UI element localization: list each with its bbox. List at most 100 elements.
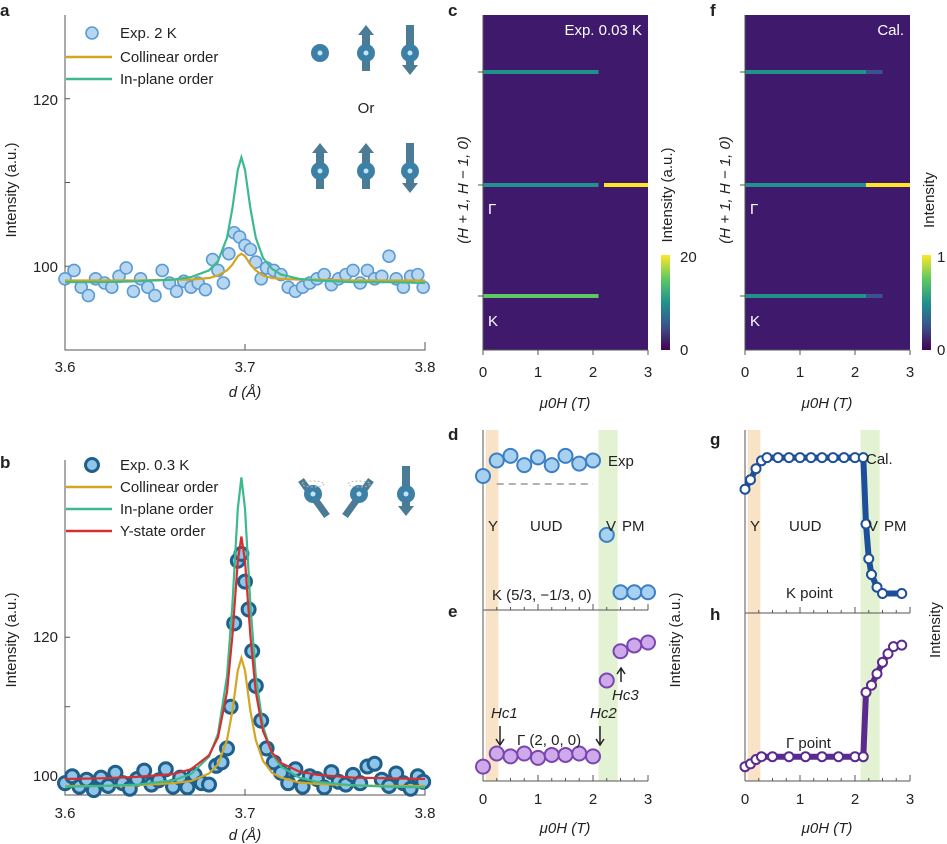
a-spin-1-atom-highlight [317,50,323,56]
a-legend-marker [85,26,99,40]
h-y-phase-band [747,613,761,781]
e-data-point [530,749,546,766]
d-annotation: K (5/3, −1/3, 0) [492,587,592,604]
b-xtick-3.6: 3.6 [55,805,76,822]
c-streak [483,294,599,298]
d-data-point [530,449,546,466]
d-phase-y: Y [488,518,498,535]
f-title: Cal. [877,22,904,39]
c-streak [604,183,648,187]
a-spin-2-arrow-head [358,25,374,35]
a-legend-exp: Exp. 2 K [120,25,177,42]
d-data-point [640,584,656,601]
h-data-point [882,648,894,660]
h-data-point [860,686,872,698]
b-data-point [402,780,419,797]
d-ylabel: Intensity (a.u.) [667,592,684,687]
c-heatmap-bg [483,15,648,350]
e-annotation: Γ (2, 0, 0) [517,732,581,749]
f-xtick-label: 2 [851,364,859,381]
a-data-point [243,242,258,257]
a-data-point [222,246,236,261]
b-data-point [157,761,174,778]
a-ytick-100: 100 [33,259,58,276]
f-streak [866,294,883,298]
b-spin-1-atom-highlight [310,491,316,497]
h-data-point [896,639,908,651]
c-colorbar-label: Intensity (a.u.) [659,147,676,242]
panel-letter-d: d [448,425,458,444]
g-phase-uud: UUD [789,518,822,535]
e-data-point [585,748,601,765]
c-xtick-label: 2 [589,364,597,381]
f-colorbar-label: Intensity [921,172,938,228]
c-colorbar [661,255,670,350]
e-xtick-label: 0 [479,791,487,808]
panel-letter-g: g [710,430,720,449]
a-inset-or: Or [358,100,375,117]
f-ylabel: (H + 1, H − 1, 0) [717,136,734,244]
e-data-point [598,672,615,689]
b-ytick-120: 120 [33,629,58,646]
e-xtick-label: 1 [534,791,542,808]
d-v-phase-band [598,430,618,610]
h-annotation: Γ point [786,735,832,752]
a-data-point [148,288,162,303]
c-streak [483,183,599,187]
a-spin-6-atom-highlight [407,168,413,174]
c-title: Exp. 0.03 K [564,22,642,39]
e-xtick-label: 2 [589,791,597,808]
panel-letter-c: c [448,1,457,20]
a-legend-collinear: Collinear order [120,49,218,66]
h-data-point [833,751,844,763]
c-k-label: K [488,313,498,330]
a-data-point [198,282,213,297]
d-phase-v: V [606,518,616,535]
a-spin-6-arrow-head [402,183,418,193]
d-phase-uud: UUD [530,518,563,535]
a-xtick-3.8: 3.8 [415,359,436,376]
f-colorbar [922,255,931,350]
g-data-point [783,452,795,464]
e-data-point [475,758,491,775]
f-colorbar-max: 1 [937,249,945,266]
h-data-point [816,751,828,763]
b-ytick-100: 100 [33,768,58,785]
f-streak [745,183,866,187]
d-data-point [598,526,615,543]
d-data-point [585,452,601,469]
f-k-label: K [750,313,760,330]
g-data-point [866,569,877,581]
b-xtick-3.7: 3.7 [235,805,256,822]
a-data-point [346,263,360,278]
c-colorbar-min: 0 [680,342,688,359]
f-colorbar-min: 0 [937,342,945,359]
b-rotation-icon [301,480,325,488]
f-streak [745,294,866,298]
panel-letter-a: a [0,1,10,20]
h-data-point [871,668,883,680]
e-hc1-arrow-icon-head [495,738,505,747]
a-xtick-3.6: 3.6 [55,359,76,376]
a-data-point [81,288,96,303]
b-legend-collinear: Collinear order [120,479,218,496]
g-data-point [816,452,828,464]
b-line-y-state-order [64,536,426,781]
f-xtick-label: 1 [796,364,804,381]
d-data-point [543,457,560,474]
g-phase-pm: PM [884,518,907,535]
b-spin-3-atom-highlight [403,491,409,497]
e-data-point [557,746,574,763]
d-data-point [502,447,519,464]
a-data-point [126,284,141,299]
g-data-point [739,483,751,495]
c-xtick-label: 3 [644,364,652,381]
e-data-point [612,643,629,660]
b-rotation-icon [347,480,371,488]
a-spin-4-atom-highlight [317,168,323,174]
a-spin-3-arrow-head [402,65,418,75]
b-data-point [366,755,383,772]
e-hc2-arrow-icon-head [595,738,605,747]
h-xlabel: μ0H (T) [801,820,853,837]
